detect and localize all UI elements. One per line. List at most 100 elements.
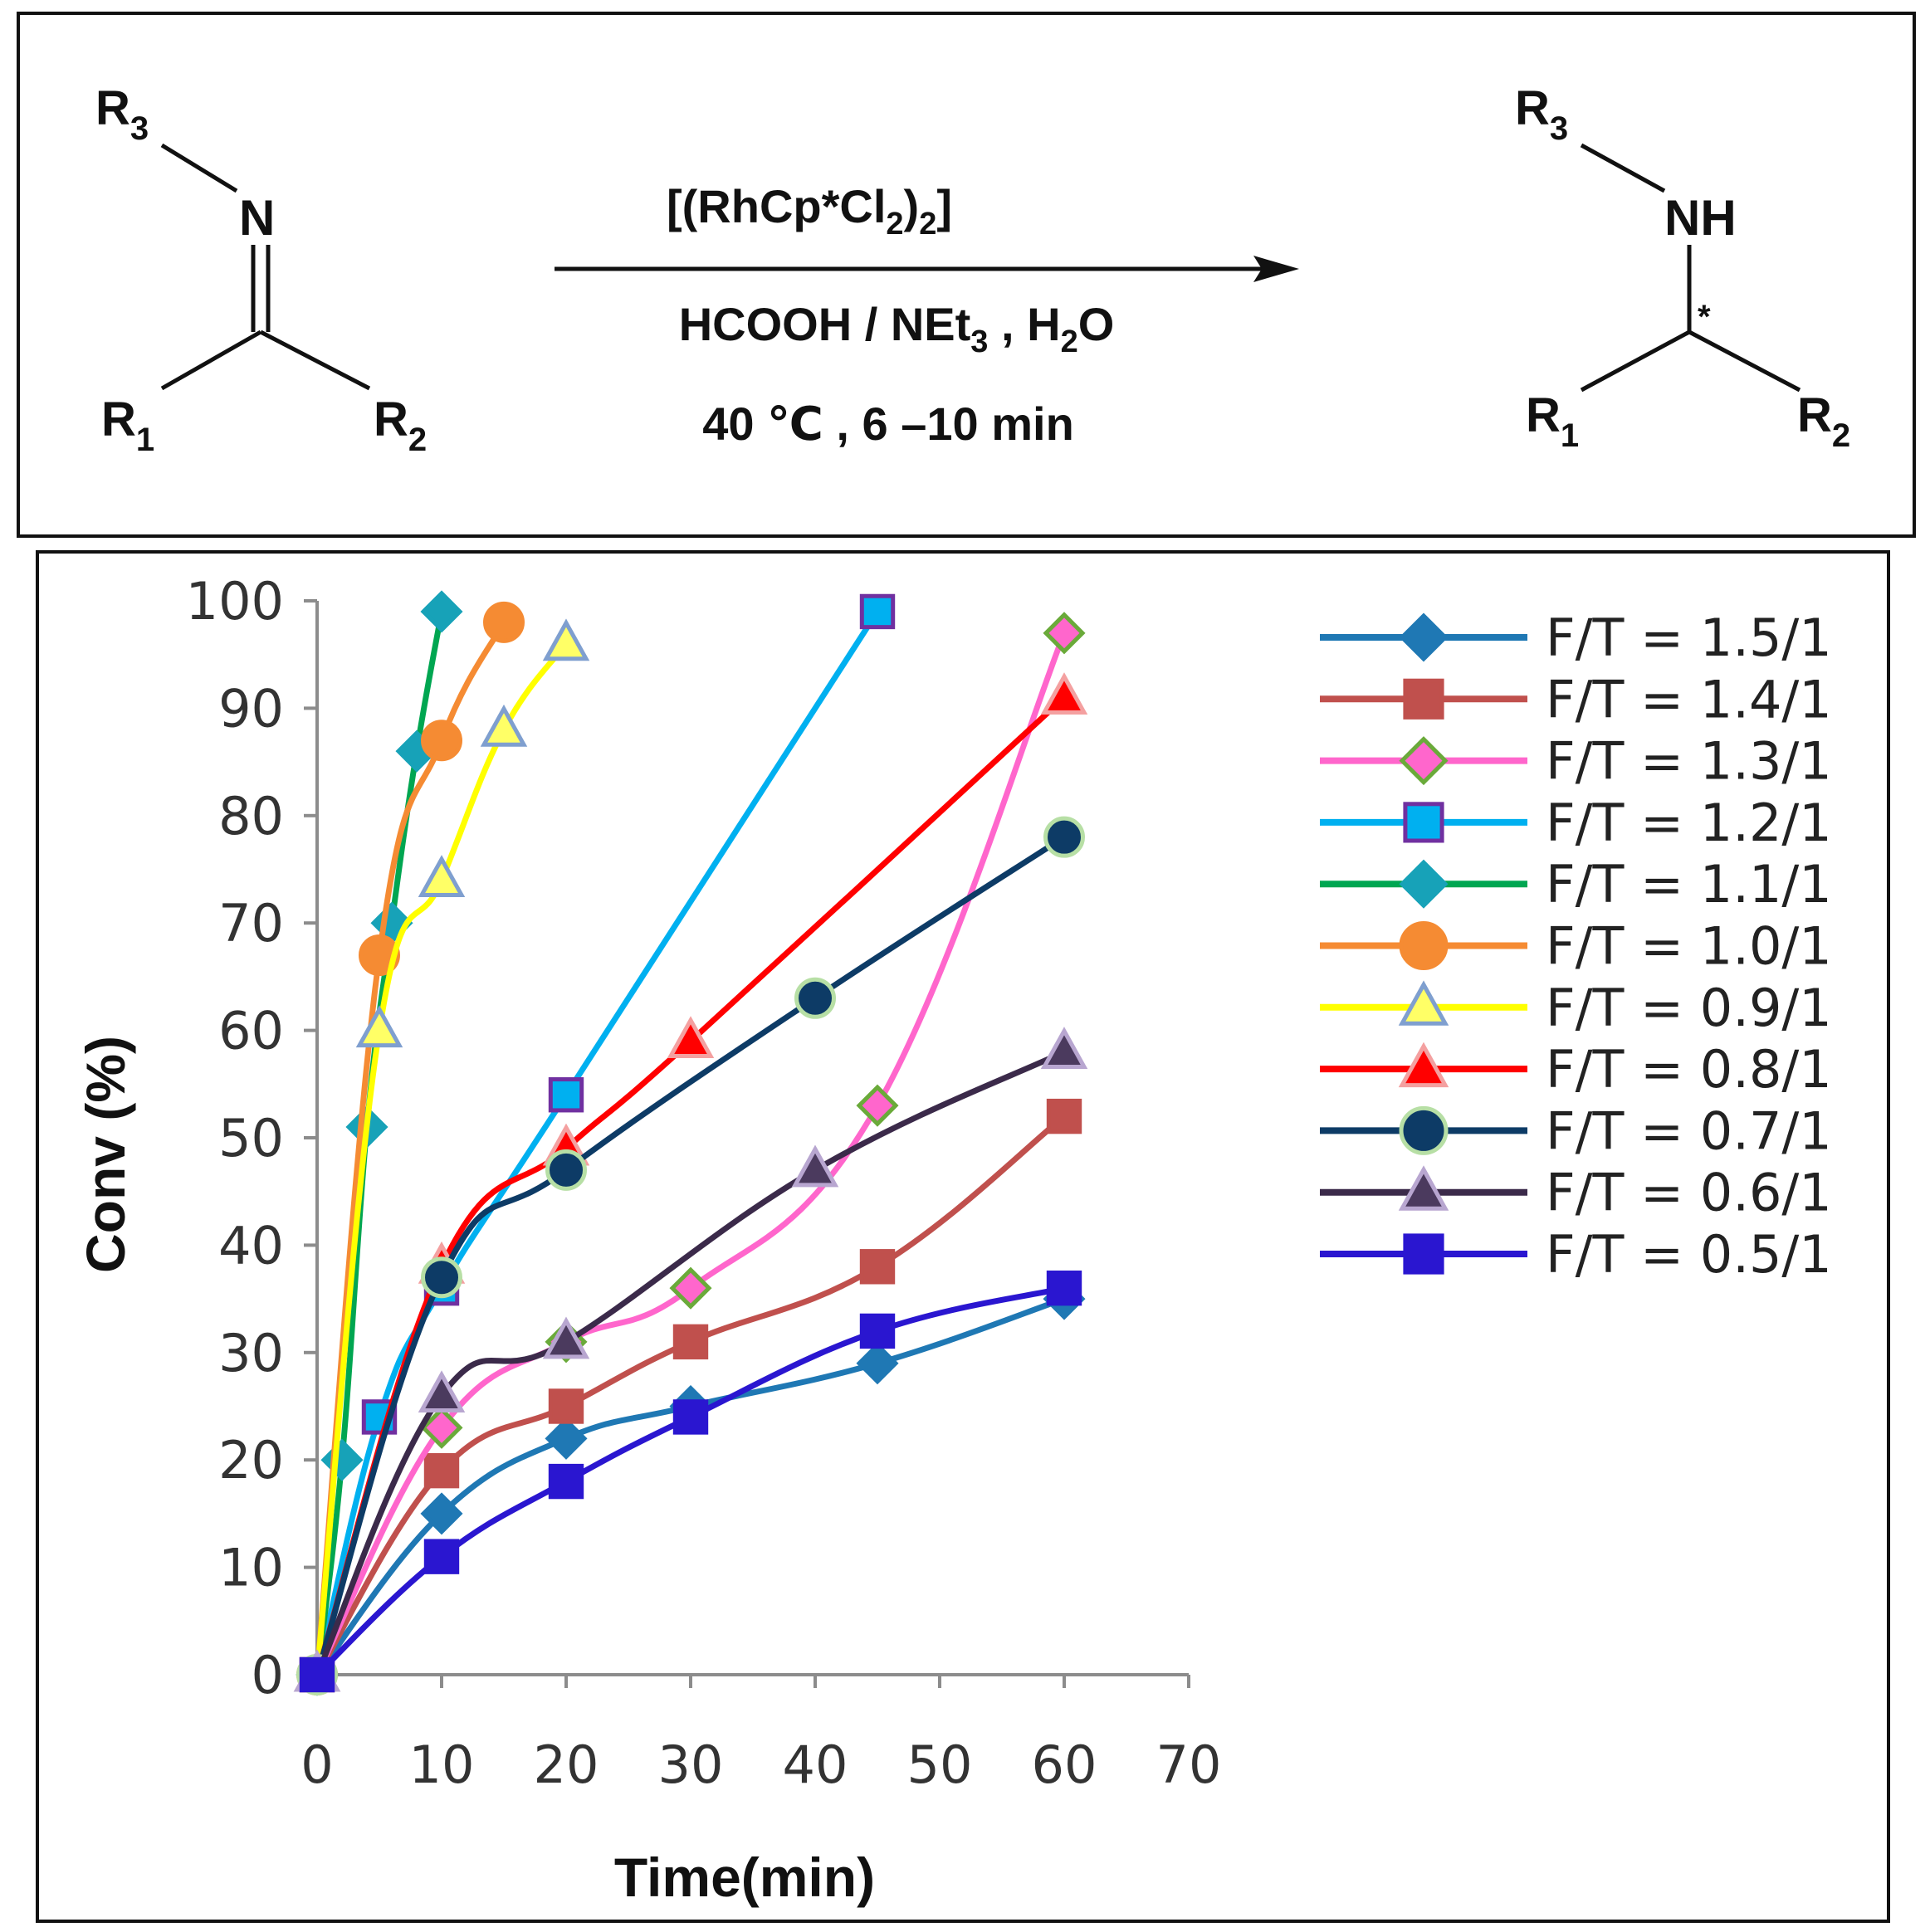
scheme-frame xyxy=(17,12,1916,538)
legend-marker xyxy=(1398,1165,1449,1211)
product-r3-label: R3 xyxy=(1515,81,1568,147)
legend-entry: F/T = 1.0/1 xyxy=(1320,916,1832,977)
data-point xyxy=(418,1370,466,1413)
legend-entry: F/T = 0.6/1 xyxy=(1320,1163,1832,1223)
data-point xyxy=(859,593,896,630)
legend-label: F/T = 0.8/1 xyxy=(1546,1039,1832,1100)
x-tick-label: 0 xyxy=(300,1734,333,1795)
reactant-r1-label: R1 xyxy=(101,393,154,458)
data-point xyxy=(418,855,466,897)
legend-entry: F/T = 0.5/1 xyxy=(1320,1224,1832,1285)
product-r1-label: R1 xyxy=(1526,388,1579,454)
legend-label: F/T = 0.5/1 xyxy=(1546,1224,1832,1285)
series-10 xyxy=(299,1270,1082,1693)
data-point xyxy=(667,1016,715,1059)
legend-entry: F/T = 1.4/1 xyxy=(1320,669,1832,729)
data-point xyxy=(299,1656,335,1693)
series-line xyxy=(315,1114,1067,1676)
y-tick-label: 20 xyxy=(218,1430,284,1490)
y-axis-title: Conv (%) xyxy=(75,1036,136,1273)
legend-entry: F/T = 0.7/1 xyxy=(1320,1100,1832,1161)
data-point xyxy=(672,1324,709,1360)
legend-label: F/T = 0.9/1 xyxy=(1546,978,1832,1038)
data-point xyxy=(672,1399,709,1435)
data-point xyxy=(421,720,462,762)
legend-entry: F/T = 1.3/1 xyxy=(1320,731,1832,792)
legend-marker xyxy=(1403,678,1444,720)
y-tick-label: 0 xyxy=(252,1645,284,1705)
reactant-r3-bond xyxy=(160,143,238,193)
reaction-arrow-group: [(RhCp*Cl2)2] HCOOH / NEt3 , H2O 40 ℃ , … xyxy=(555,180,1299,450)
reaction-arrow-head xyxy=(1253,256,1299,282)
reactant-n-label: N xyxy=(239,190,275,246)
legend-marker xyxy=(1398,1042,1449,1088)
reagents-label: HCOOH / NEt3 , H2O xyxy=(679,298,1115,359)
data-point xyxy=(791,1144,839,1188)
data-point xyxy=(355,1005,403,1048)
product-r3-bond xyxy=(1580,143,1666,193)
x-tick-label: 30 xyxy=(658,1734,724,1795)
data-point xyxy=(542,1316,590,1359)
product-r2-bond xyxy=(1688,329,1801,393)
data-point xyxy=(1040,672,1088,715)
data-point xyxy=(542,618,590,661)
x-tick-label: 70 xyxy=(1156,1734,1222,1795)
product-r2-label: R2 xyxy=(1797,388,1850,454)
data-point xyxy=(420,1492,463,1535)
reactant-r1-bond xyxy=(160,329,262,391)
data-point xyxy=(421,1256,462,1299)
reactant-imine: R3 N R1 R2 xyxy=(95,81,427,458)
data-point xyxy=(856,1084,899,1127)
data-point xyxy=(859,1249,896,1285)
legend-marker xyxy=(1399,612,1449,662)
legend-label: F/T = 1.4/1 xyxy=(1546,669,1832,729)
data-point xyxy=(423,1452,460,1489)
y-tick-label: 80 xyxy=(218,786,284,846)
product-nh-label: NH xyxy=(1664,190,1737,246)
series-3 xyxy=(299,593,896,1693)
data-point xyxy=(794,977,836,1019)
reactant-r2-label: R2 xyxy=(374,393,427,458)
y-tick-label: 50 xyxy=(218,1108,284,1168)
data-point xyxy=(545,1149,587,1191)
legend-marker xyxy=(1399,736,1449,786)
legend-entry: F/T = 0.8/1 xyxy=(1320,1039,1832,1100)
y-tick-label: 40 xyxy=(218,1215,284,1276)
legend-label: F/T = 1.2/1 xyxy=(1546,793,1832,853)
x-tick-label: 40 xyxy=(783,1734,848,1795)
product-r1-bond xyxy=(1580,329,1691,393)
legend-marker xyxy=(1403,802,1444,843)
product-stereocenter-star: * xyxy=(1698,299,1711,335)
data-point xyxy=(483,601,525,643)
legend-marker xyxy=(1399,921,1449,970)
legend-entry: F/T = 1.5/1 xyxy=(1320,607,1832,668)
y-tick-label: 30 xyxy=(218,1323,284,1383)
reactant-r2-bond xyxy=(259,329,371,391)
data-point xyxy=(1043,612,1086,655)
x-tick-label: 10 xyxy=(409,1734,475,1795)
data-point xyxy=(669,1266,712,1310)
series-line xyxy=(315,1285,1065,1677)
series-line xyxy=(314,610,880,1676)
catalyst-label: [(RhCp*Cl2)2] xyxy=(667,180,952,242)
series-2 xyxy=(296,612,1086,1696)
y-tick-label: 100 xyxy=(186,571,284,632)
x-tick-label: 60 xyxy=(1032,1734,1097,1795)
legend-label: F/T = 1.5/1 xyxy=(1546,607,1832,668)
legend-label: F/T = 0.6/1 xyxy=(1546,1163,1832,1223)
data-point xyxy=(420,590,463,633)
legend-label: F/T = 1.1/1 xyxy=(1546,854,1832,915)
conditions-label: 40 ℃ , 6 –10 min xyxy=(702,398,1074,450)
series-line xyxy=(315,1295,1066,1677)
data-point xyxy=(1046,1098,1082,1134)
legend-entry: F/T = 0.9/1 xyxy=(1320,978,1832,1038)
x-tick-label: 20 xyxy=(534,1734,599,1795)
legend-marker xyxy=(1399,859,1449,909)
legend-entry: F/T = 1.2/1 xyxy=(1320,793,1832,853)
data-point xyxy=(1040,1027,1088,1069)
data-point xyxy=(548,1463,584,1500)
reactant-r3-label: R3 xyxy=(95,81,149,147)
y-tick-label: 90 xyxy=(218,678,284,739)
product-amine: R3 NH * R1 R2 xyxy=(1515,81,1850,454)
